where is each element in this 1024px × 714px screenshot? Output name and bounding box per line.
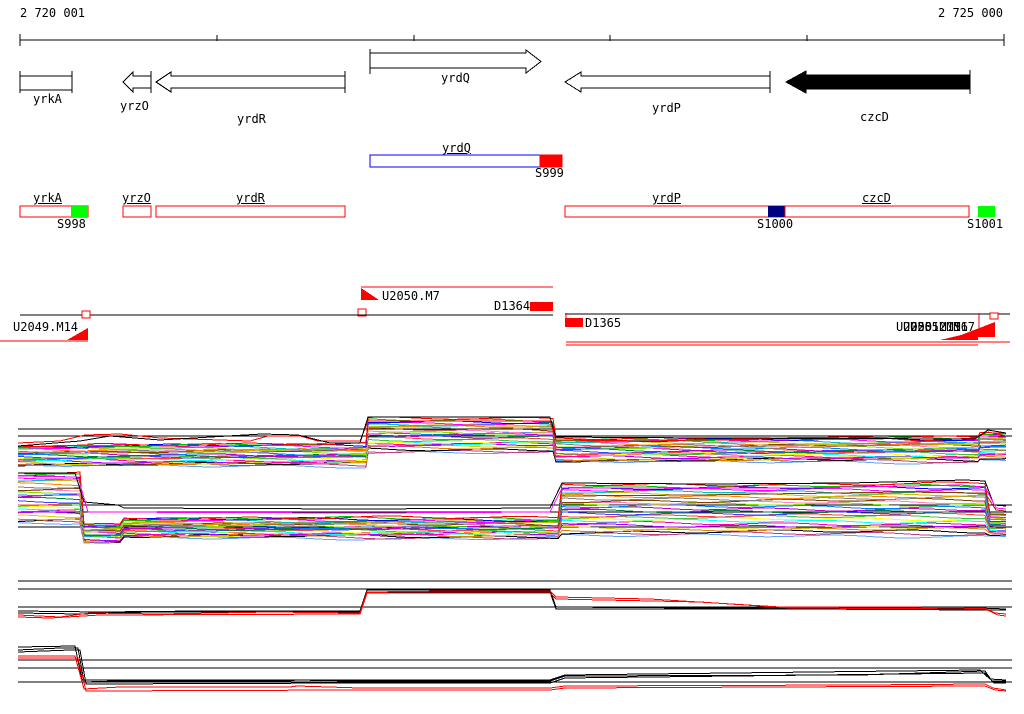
segment-S1000[interactable] — [768, 206, 785, 217]
expression-trace — [17, 589, 1007, 613]
primer-label-D1365: D1365 — [585, 316, 622, 330]
segment-gene-label-yrdR[interactable]: yrdR — [236, 191, 265, 205]
expression-trace — [18, 655, 1007, 691]
ruler-start-label: 2 720 001 — [20, 6, 86, 20]
probe-gene-label-yrdQ[interactable]: yrdQ — [442, 141, 471, 155]
primer-marker-square-right[interactable] — [989, 312, 999, 320]
segment-gene-label-czcD[interactable]: czcD — [862, 191, 891, 205]
expression-trace — [17, 440, 1006, 463]
expression-trace — [18, 657, 1007, 692]
segment-label-S1001: S1001 — [967, 217, 1004, 231]
probe-label-S999: S999 — [535, 166, 564, 180]
segment-box-yrzO[interactable] — [122, 205, 152, 218]
probe-rect-D1365[interactable] — [565, 318, 583, 327]
segment-gene-label-yrkA[interactable]: yrkA — [33, 191, 62, 205]
expression-trace — [17, 416, 1007, 447]
primer-label-U2050.M7: U2050.M7 — [382, 289, 440, 303]
expression-trace — [18, 472, 1007, 510]
primer-label-D1364: D1364 — [494, 299, 531, 313]
expression-trace — [17, 447, 1007, 467]
primer-marker-square-left[interactable] — [81, 310, 91, 319]
gene-arrow-yrzO[interactable] — [122, 70, 152, 94]
expression-trace — [17, 478, 1006, 527]
primer-flag-right-1[interactable] — [940, 331, 978, 340]
expression-trace — [17, 475, 1007, 514]
gene-label-yrdR: yrdR — [237, 112, 266, 126]
expression-trace — [17, 471, 1007, 525]
gene-arrow-yrdP[interactable] — [564, 71, 771, 93]
expression-trace — [17, 473, 1007, 527]
expression-trace — [17, 493, 1006, 532]
gene-label-yrdQ: yrdQ — [441, 71, 470, 85]
gene-label-yrkA: yrkA — [33, 92, 62, 106]
primer-label-right-1: U2051.M16 — [903, 320, 969, 334]
expression-trace — [17, 590, 1007, 618]
gene-label-czcD: czcD — [860, 110, 889, 124]
expression-trace — [561, 491, 1007, 512]
primer-label-right-2: U2052.M17 — [910, 320, 976, 334]
expression-trace — [17, 592, 1007, 619]
expression-trace — [17, 482, 1007, 531]
segment-S1001[interactable] — [978, 206, 995, 217]
primer-label-right-0: U2050.M15 — [896, 320, 962, 334]
primer-flag-U2049.M14[interactable] — [67, 328, 88, 340]
expression-trace — [17, 426, 1007, 455]
segment-label-S1000: S1000 — [757, 217, 794, 231]
primer-flag-U2050.M7[interactable] — [361, 288, 379, 300]
probe-box-yrdQ[interactable] — [369, 154, 563, 168]
segment-gene-label-yrzO[interactable]: yrzO — [122, 191, 151, 205]
segment-S998[interactable] — [71, 206, 88, 217]
segment-gene-label-yrdP[interactable]: yrdP — [652, 191, 681, 205]
segment-label-S998: S998 — [57, 217, 86, 231]
gene-label-yrzO: yrzO — [120, 99, 149, 113]
gene-arrow-yrdR[interactable] — [155, 71, 346, 93]
segment-box-yrdP[interactable] — [564, 205, 786, 218]
gene-rect-yrkA[interactable] — [19, 75, 73, 91]
probe-segment-S999[interactable] — [539, 154, 563, 168]
expression-trace — [17, 647, 1006, 683]
primer-marker-square-upper[interactable] — [357, 308, 367, 317]
primer-label-U2049.M14: U2049.M14 — [13, 320, 79, 334]
segment-box-czcD[interactable] — [784, 205, 970, 218]
gene-arrow-czcD[interactable] — [784, 70, 971, 94]
expression-trace — [17, 449, 1007, 469]
primer-flag-right-0[interactable] — [956, 322, 995, 337]
ruler-end-label: 2 725 000 — [938, 6, 1004, 20]
segment-box-yrdR[interactable] — [155, 205, 346, 218]
expression-trace — [17, 645, 1007, 681]
expression-trace — [17, 591, 1006, 615]
gene-arrow-yrdQ[interactable] — [369, 48, 542, 75]
expression-trace — [17, 649, 1006, 685]
probe-rect-D1364[interactable] — [530, 302, 553, 311]
gene-label-yrdP: yrdP — [652, 101, 681, 115]
